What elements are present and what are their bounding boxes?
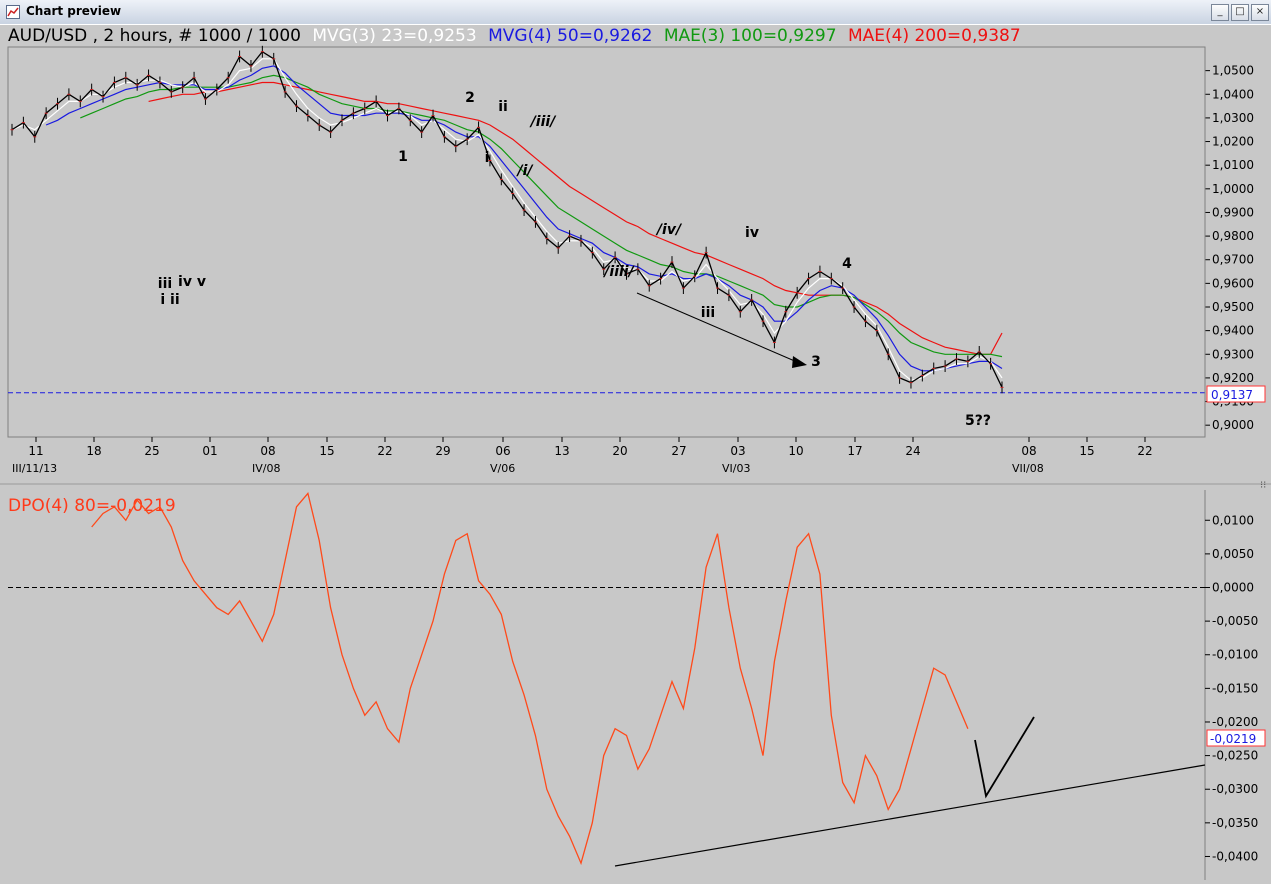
legend-mae4: MAE(4) 200=0,9387 [847, 26, 1021, 46]
chart-frame [0, 24, 1271, 884]
dpo-legend: DPO(4) 80=-0,0219 [8, 496, 176, 516]
legend-mvg4: MVG(4) 50=0,9262 [488, 26, 653, 46]
price-header: AUD/USD , 2 hours, # 1000 / 1000 [8, 26, 301, 46]
minimize-button[interactable]: _ [1211, 4, 1229, 21]
price-legend: AUD/USD , 2 hours, # 1000 / 1000 MVG(3) … [8, 26, 1027, 46]
chart-app-icon [6, 5, 20, 19]
legend-mvg3: MVG(3) 23=0,9253 [312, 26, 477, 46]
maximize-button[interactable]: □ [1231, 4, 1249, 21]
window-title: Chart preview [26, 4, 122, 18]
close-button[interactable]: × [1251, 4, 1269, 21]
window-titlebar[interactable]: Chart preview _ □ × [0, 0, 1271, 25]
legend-mae3: MAE(3) 100=0,9297 [663, 26, 837, 46]
